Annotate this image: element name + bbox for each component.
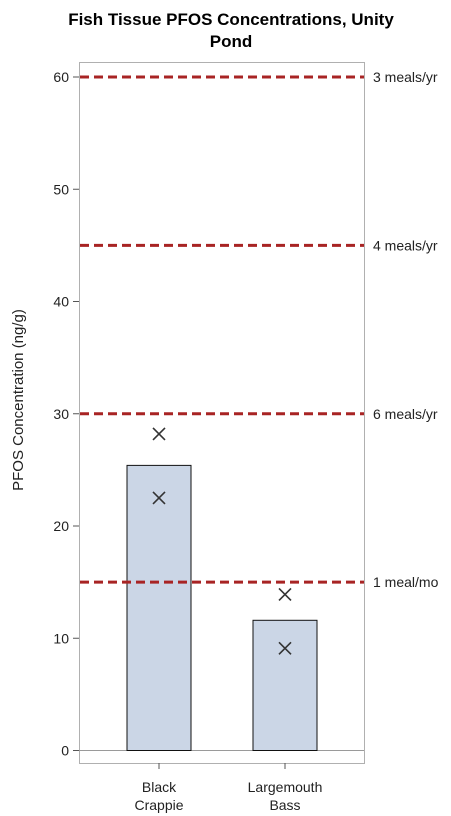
y-tick-label: 30: [53, 406, 69, 422]
plot-area: 0 10 20 30 40 50 60 3 meals/yr 4 meals/yr 6 meals…: [53, 62, 439, 813]
y-tick-label: 40: [53, 294, 69, 310]
reference-line-label: 4 meals/yr: [373, 237, 438, 253]
reference-line-label: 3 meals/yr: [373, 69, 438, 85]
x-tick-label: Largemouth: [248, 779, 323, 795]
data-point: [278, 641, 292, 655]
y-tick-label: 20: [53, 518, 69, 534]
data-point: [278, 587, 292, 602]
x-tick-label: Crappie: [134, 797, 183, 813]
plot-frame: [79, 62, 365, 764]
chart-title: Fish Tissue PFOS Concentrations, Unity P…: [68, 10, 394, 51]
bar: [126, 464, 192, 751]
x-tick-label: Bass: [269, 797, 300, 813]
reference-line-label: 6 meals/yr: [373, 406, 438, 422]
bar: [252, 619, 318, 751]
x-tick-label: Black: [142, 779, 177, 795]
y-axis-title: PFOS Concentration (ng/g): [10, 309, 27, 491]
data-point: [152, 491, 166, 505]
data-point: [152, 427, 166, 441]
y-tick-label: 50: [53, 181, 69, 197]
y-tick-label: 0: [61, 743, 69, 759]
chart-title-line-1: Fish Tissue PFOS Concentrations, Unity: [68, 10, 394, 29]
chart-title-line-2: Pond: [210, 32, 253, 51]
y-tick-label: 60: [53, 69, 69, 85]
reference-line-label: 1 meal/mo: [373, 574, 439, 590]
y-tick-label: 10: [53, 630, 69, 646]
